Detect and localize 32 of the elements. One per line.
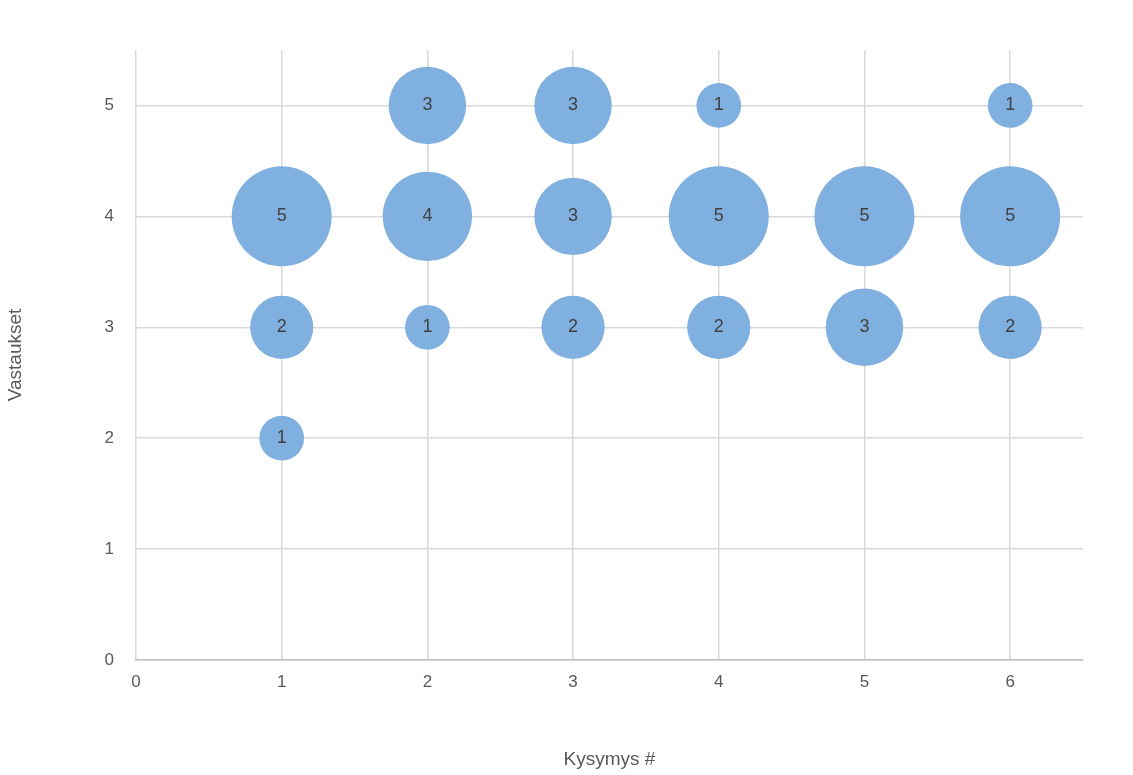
x-tick-label: 1: [276, 671, 287, 691]
x-tick-label: 3: [568, 671, 578, 691]
data-label: 2: [276, 316, 287, 337]
y-tick-label: 3: [104, 316, 114, 336]
data-label: 5: [276, 205, 287, 226]
x-axis-title: Kysymys #: [563, 747, 656, 769]
data-label: 1: [276, 427, 287, 448]
data-label: 5: [859, 205, 870, 226]
data-label: 1: [422, 316, 433, 337]
x-tick-label: 6: [1005, 671, 1015, 691]
y-tick-label: 5: [104, 95, 114, 115]
x-tick-label: 4: [714, 671, 724, 691]
data-label: 1: [1005, 94, 1016, 115]
data-label: 3: [568, 205, 579, 226]
x-tick-label: 5: [859, 671, 870, 691]
y-tick-label: 2: [104, 427, 114, 447]
y-tick-label: 1: [104, 538, 114, 558]
y-tick-label: 4: [104, 206, 114, 226]
x-tick-label: 2: [422, 671, 433, 691]
data-label: 3: [568, 94, 579, 115]
data-label: 3: [859, 316, 870, 337]
y-tick-label: 0: [104, 649, 114, 669]
data-label: 3: [422, 94, 433, 115]
data-label: 2: [1005, 316, 1016, 337]
data-label: 5: [1005, 205, 1016, 226]
data-label: 5: [713, 205, 724, 226]
data-label: 4: [422, 205, 433, 226]
y-axis-title: Vastaukset: [3, 307, 25, 402]
data-label: 2: [713, 316, 724, 337]
data-label: 2: [568, 316, 579, 337]
x-tick-label: 0: [131, 671, 141, 691]
data-label: 1: [713, 94, 724, 115]
